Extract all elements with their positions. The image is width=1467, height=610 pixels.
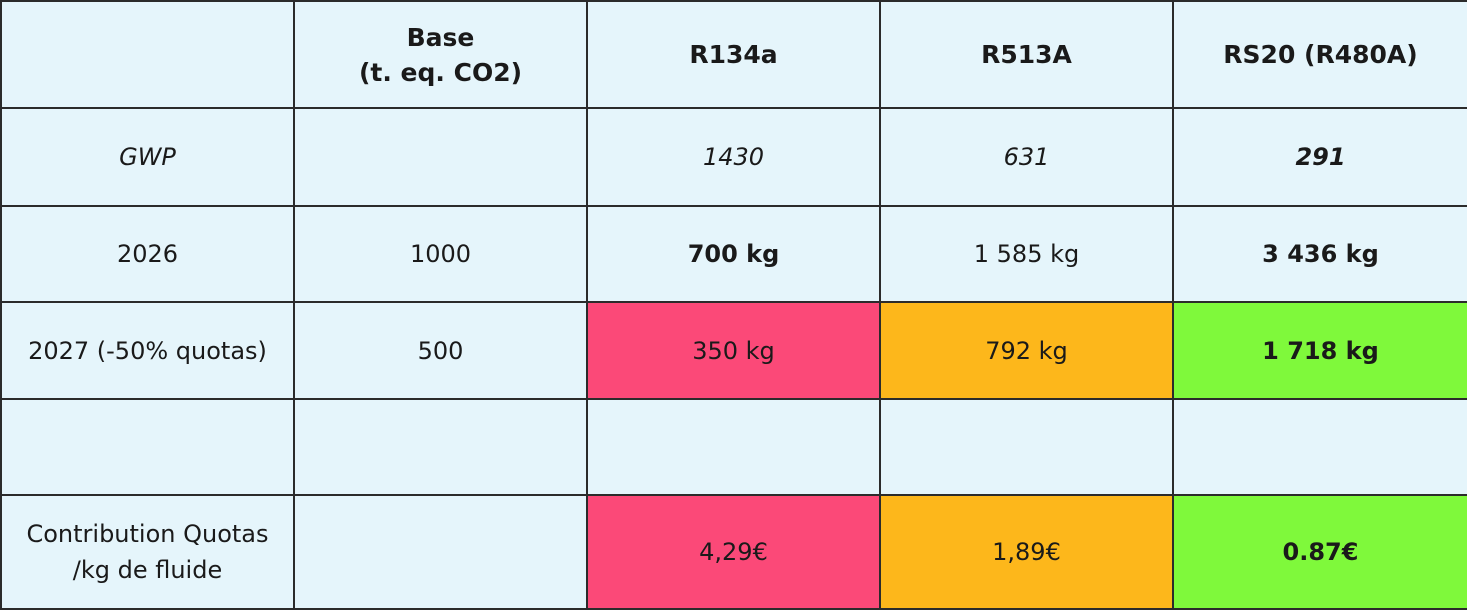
table-row	[0, 398, 1467, 496]
table-cell: 4,29€	[586, 494, 881, 610]
table-cell: 1 585 kg	[879, 205, 1174, 303]
table-cell: Base (t. eq. CO2)	[293, 0, 588, 109]
table-cell	[0, 398, 295, 496]
table-cell: 792 kg	[879, 301, 1174, 400]
table-cell: R134a	[586, 0, 881, 109]
table-cell	[0, 0, 295, 109]
table-cell: 291	[1172, 107, 1467, 207]
table-cell: 2026	[0, 205, 295, 303]
table-cell	[1172, 398, 1467, 496]
table-cell: 1,89€	[879, 494, 1174, 610]
table-cell: 350 kg	[586, 301, 881, 400]
table-cell	[293, 107, 588, 207]
header-row: Base (t. eq. CO2) R134a R513A RS20 (R480A)	[0, 0, 1467, 109]
table-cell: 2027 (-50% quotas)	[0, 301, 295, 400]
table-row: 2027 (-50% quotas) 500 350 kg 792 kg 1 718 k…	[0, 301, 1467, 400]
table-cell	[586, 398, 881, 496]
table-cell: RS20 (R480A)	[1172, 0, 1467, 109]
table-row: Contribution Quotas /kg de fluide 4,29€ 1,…	[0, 494, 1467, 610]
table-cell: 631	[879, 107, 1174, 207]
table-row: GWP 1430 631 291	[0, 107, 1467, 207]
table-cell: 1 718 kg	[1172, 301, 1467, 400]
table-cell: 1000	[293, 205, 588, 303]
table-cell: R513A	[879, 0, 1174, 109]
table-cell: GWP	[0, 107, 295, 207]
table-cell	[293, 494, 588, 610]
table-cell: Contribution Quotas /kg de fluide	[0, 494, 295, 610]
table-cell	[293, 398, 588, 496]
table-cell: 3 436 kg	[1172, 205, 1467, 303]
table-row: 2026 1000 700 kg 1 585 kg 3 436 kg	[0, 205, 1467, 303]
table-cell: 700 kg	[586, 205, 881, 303]
table-cell: 500	[293, 301, 588, 400]
table-cell: 1430	[586, 107, 881, 207]
table-cell: 0.87€	[1172, 494, 1467, 610]
table-cell	[879, 398, 1174, 496]
